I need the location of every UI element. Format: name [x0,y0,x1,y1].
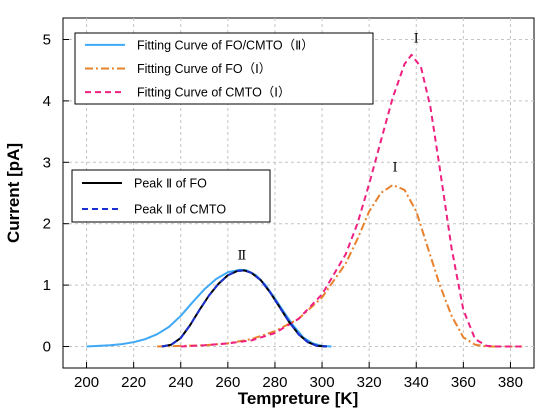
legend-box [71,169,271,223]
y-tick-label: 5 [43,31,51,48]
legend-label: Fitting Curve of FO（Ⅰ） [137,62,271,76]
peak-annotation: Ⅱ [238,247,247,262]
series-line [157,184,523,348]
axes: 200 220 240 260 280 300 320 340 360 380 0 1 2 3 4 5 [43,31,523,391]
legend-label: Fitting Curve of CMTO（Ⅰ） [137,86,291,100]
y-tick-label: 0 [43,339,51,356]
x-tick-label: 300 [310,374,335,391]
x-tick-label: 340 [404,374,429,391]
peak-annotation: Ⅰ [392,160,397,175]
x-tick-label: 260 [215,374,240,391]
x-tick-label: 360 [451,374,476,391]
series-line [86,268,332,348]
y-tick-label: 1 [43,277,51,294]
legends: Fitting Curve of FO/CMTO（Ⅱ） Fitting Curve… [71,32,374,223]
series-layer [86,53,523,348]
series-line [161,269,327,348]
annotations: Ⅰ Ⅰ Ⅱ [238,31,419,263]
x-tick-label: 320 [357,374,382,391]
y-tick-label: 3 [43,154,51,171]
x-axis-title: Tempreture [K] [238,389,359,408]
x-tick-label: 380 [498,374,523,391]
peak-annotation: Ⅰ [414,31,419,46]
x-tick-label: 200 [74,374,99,391]
x-tick-label: 280 [262,374,287,391]
legend-label: Peak Ⅱ of FO [134,177,207,191]
series-line [180,53,523,348]
legend-label: Fitting Curve of FO/CMTO（Ⅱ） [137,38,314,52]
x-tick-label: 220 [121,374,146,391]
y-tick-label: 2 [43,216,51,233]
legend-label: Peak Ⅱ of CMTO [134,203,226,217]
x-tick-label: 240 [168,374,193,391]
y-tick-label: 4 [43,93,51,110]
y-axis-title: Current [pA] [4,143,23,243]
